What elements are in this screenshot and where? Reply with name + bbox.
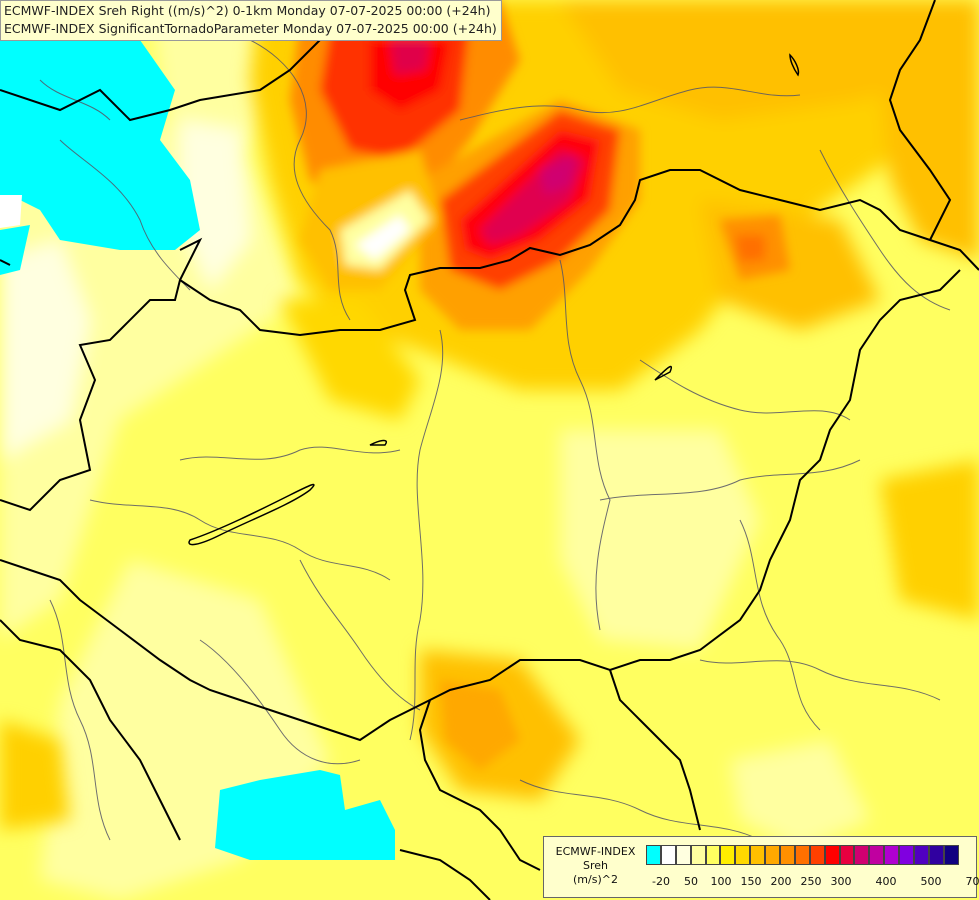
legend-swatch [809, 845, 825, 865]
color-legend: ECMWF-INDEX Sreh (m/s)^2 -20 50 100 150 200 2… [543, 836, 979, 898]
legend-swatch [839, 845, 855, 865]
high-sreh-areas [290, 0, 790, 770]
legend-swatch [899, 845, 915, 865]
lakes [188, 53, 800, 546]
legend-tick-label: 50 [684, 875, 698, 888]
legend-swatch [824, 845, 840, 865]
legend-swatch [735, 845, 751, 865]
legend-tick-label: 500 [920, 875, 942, 888]
legend-swatches [646, 845, 959, 865]
legend-tick-label: 100 [710, 875, 732, 888]
legend-swatch [780, 845, 795, 865]
legend-swatch [884, 845, 900, 865]
legend-swatch [675, 845, 691, 865]
negative-sreh-areas [0, 40, 395, 860]
legend-swatch [869, 845, 885, 865]
legend-swatch [928, 845, 944, 865]
legend-swatch [690, 845, 706, 865]
legend-swatch [646, 845, 661, 865]
legend-label-line-1: ECMWF-INDEX [555, 845, 636, 858]
legend-swatch [794, 845, 810, 865]
legend-label-line-3: (m/s)^2 [573, 873, 618, 886]
low-sreh-areas [0, 0, 870, 900]
legend-ticks: -20 50 100 150 200 250 300 400 500 700 [646, 875, 979, 889]
legend-swatch [765, 845, 781, 865]
legend-swatch [660, 845, 676, 865]
title-line-2: ECMWF-INDEX SignificantTornadoParameter … [4, 21, 497, 36]
legend-swatch [750, 845, 766, 865]
title-line-1: ECMWF-INDEX Sreh Right ((m/s)^2) 0-1km M… [4, 3, 491, 18]
legend-tick-label: 300 [830, 875, 852, 888]
legend-tick-label: 250 [800, 875, 822, 888]
rivers-and-regions [39, 39, 951, 841]
legend-label-line-2: Sreh [582, 859, 608, 872]
legend-tick-label: -20 [652, 875, 670, 888]
legend-swatch [705, 845, 721, 865]
legend-swatch [854, 845, 870, 865]
legend-tick-label: 150 [740, 875, 762, 888]
legend-tick-label: 200 [770, 875, 792, 888]
legend-swatch [720, 845, 736, 865]
legend-label: ECMWF-INDEX Sreh (m/s)^2 [548, 845, 643, 887]
legend-swatch [914, 845, 929, 865]
legend-tick-label: 400 [875, 875, 897, 888]
legend-swatch [943, 845, 959, 865]
map-title-box: ECMWF-INDEX Sreh Right ((m/s)^2) 0-1km M… [0, 0, 502, 41]
legend-tick-label: 700 [965, 875, 979, 888]
